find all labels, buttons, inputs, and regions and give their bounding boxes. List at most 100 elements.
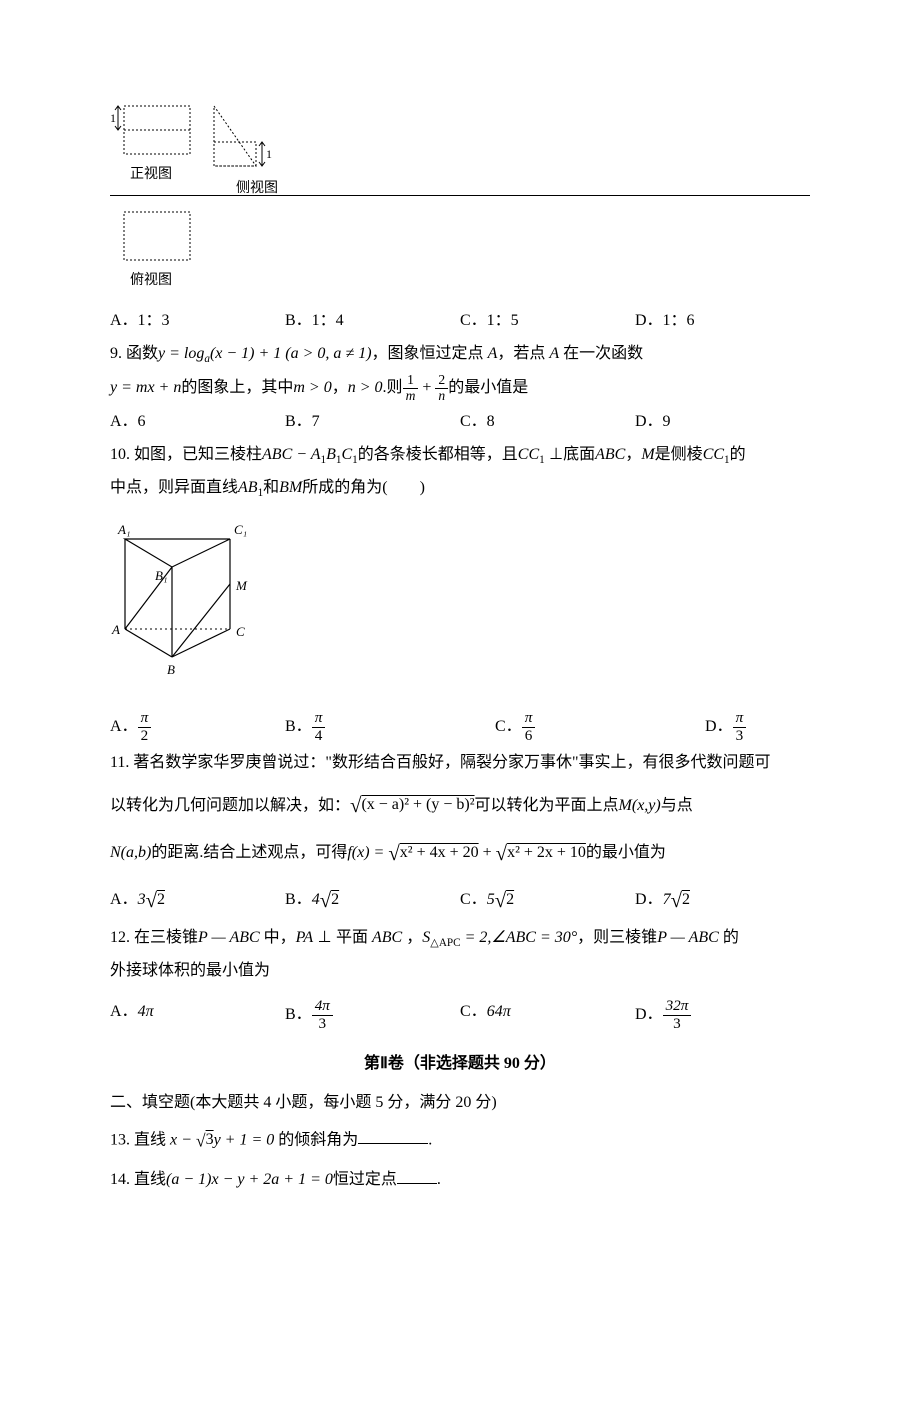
q10d-n: π	[733, 710, 747, 728]
q14-tail: 恒过定点	[333, 1171, 397, 1188]
q10a-frac: π2	[138, 710, 152, 744]
q13-period: .	[428, 1131, 432, 1148]
q10-perp: ⊥	[545, 446, 563, 463]
q9-mcond: m > 0	[293, 379, 331, 396]
q9-options: A．6 B．7 C．8 D．9	[110, 408, 810, 437]
q12-opt-c: C．64π	[460, 998, 635, 1032]
q12-line1: 12. 在三棱锥P — ABC 中，PA ⊥ 平面 ABC ，S△APC = 2…	[110, 924, 810, 953]
q11-sq0in: (x − a)² + (y − b)²	[361, 796, 474, 813]
q10-mid3: 是侧棱	[655, 446, 703, 463]
q12-mid2: ，	[402, 929, 422, 946]
q14: 14. 直线(a − 1)x − y + 2a + 1 = 0恒过定点.	[110, 1166, 810, 1195]
q10-M: M	[641, 446, 654, 463]
q10-abc: ABC − A	[262, 446, 321, 463]
q9-l2expr: y = mx + n	[110, 379, 181, 396]
q10-abc2: ABC	[595, 446, 625, 463]
q8-opt-d: D．1：6	[635, 307, 810, 336]
q10c-pre: C．	[495, 718, 522, 735]
q11d-pre: D．	[635, 891, 663, 908]
q10-opt-a: A．π2	[110, 710, 285, 744]
svg-text:C₁: C₁	[234, 522, 247, 537]
q12d-pre: D．	[635, 1006, 663, 1023]
q12-plane: 平面	[336, 929, 372, 946]
q12d-d: 3	[663, 1016, 692, 1033]
q10c-d: 6	[522, 728, 536, 745]
q12b-pre: B．	[285, 1006, 312, 1023]
q9-f1n: 1	[403, 373, 419, 389]
q12-perp: ⊥	[313, 929, 336, 946]
q11-plus: +	[479, 844, 496, 861]
q9-line2: y = mx + n的图象上，其中m > 0，n > 0.则1m + 2n的最小…	[110, 373, 810, 404]
q11-opt-d: D．7√2	[635, 882, 810, 919]
q12-opt-b: B．4π3	[285, 998, 460, 1032]
q13-tail: 的倾斜角为	[278, 1131, 358, 1148]
q10d-d: 3	[733, 728, 747, 745]
q9-mid2: ，若点	[497, 345, 545, 362]
q10-opt-d: D．π3	[705, 710, 810, 744]
q11-sqrt2: √x² + 2x + 10	[496, 844, 586, 861]
q8-three-views: 1 正视图 1 侧视图 俯视图	[110, 100, 810, 295]
q12d-n: 32π	[663, 998, 692, 1016]
svg-text:A₁: A₁	[117, 522, 130, 537]
q12-abc: ABC	[372, 929, 402, 946]
q10-ab1: AB	[238, 479, 258, 496]
q11c-r: 2	[506, 891, 514, 908]
svg-text:A: A	[111, 622, 120, 637]
q11-sqrt0: √(x − a)² + (y − b)²	[350, 796, 475, 813]
q13-ea: x −	[170, 1131, 196, 1148]
q11a-sqrt: √2	[146, 891, 165, 908]
q11-line3: N(a,b)的距离.结合上述观点，可得f(x) = √x² + 4x + 20 …	[110, 835, 810, 872]
q13: 13. 直线 x − √3y + 1 = 0 的倾斜角为.	[110, 1126, 810, 1158]
q9-A1: A	[488, 345, 498, 362]
top-view-label: 俯视图	[110, 268, 192, 293]
q11c-sqrt: √2	[495, 891, 514, 908]
q12b-n: 4π	[312, 998, 333, 1016]
front-view-svg: 1	[110, 100, 192, 160]
q11-line1: 11. 著名数学家华罗庚曾说过："数形结合百般好，隔裂分家万事休"事实上，有很多…	[110, 749, 810, 778]
q10b-n: π	[312, 710, 326, 728]
q9-mid1: ，图象恒过定点	[372, 345, 484, 362]
top-view-svg	[110, 206, 192, 266]
q12-eq2: = 2,	[461, 929, 492, 946]
q14-prefix: 14. 直线	[110, 1171, 166, 1188]
q11b-c: 4	[312, 891, 320, 908]
q10-cc1: CC	[518, 446, 539, 463]
front-view-label: 正视图	[110, 162, 192, 187]
q9-f2d: n	[435, 389, 448, 404]
q13-sqrt: √3	[196, 1131, 214, 1148]
q10-mid4: 的	[730, 446, 746, 463]
q9-opt-c: C．8	[460, 408, 635, 437]
q10-cc1b: CC	[703, 446, 724, 463]
svg-text:B₁: B₁	[155, 568, 167, 583]
q9-l2mid: 的图象上，其中	[181, 379, 293, 396]
q11-sqrt1: √x² + 4x + 20	[388, 844, 478, 861]
q9-mid3: 在一次函数	[563, 345, 643, 362]
q11b-r: 2	[331, 891, 339, 908]
q12-pabc2: P — ABC	[657, 929, 719, 946]
svg-text:M: M	[235, 578, 248, 593]
q9-ncond: n > 0	[348, 379, 383, 396]
q12-mid4: 的	[719, 929, 739, 946]
q11a-r: 2	[157, 891, 165, 908]
q11a-c: 3	[138, 891, 146, 908]
q11b-pre: B．	[285, 891, 312, 908]
q9-f1d: m	[403, 389, 419, 404]
q11d-r: 2	[682, 891, 690, 908]
q11c-c: 5	[487, 891, 495, 908]
q13-rad: 3	[206, 1131, 214, 1148]
q11-l2b: 可以转化为平面上点	[475, 796, 619, 813]
q10d-pre: D．	[705, 718, 733, 735]
q9-opt-b: B．7	[285, 408, 460, 437]
svg-text:C: C	[236, 624, 245, 639]
fill-header: 二、填空题(本大题共 4 小题，每小题 5 分，满分 20 分)	[110, 1089, 810, 1118]
q11-sq2in: x² + 2x + 10	[507, 844, 586, 861]
q10b-pre: B．	[285, 718, 312, 735]
q10b-d: 4	[312, 728, 326, 745]
q10-prism-figure: A₁ C₁ B₁ A C B M	[110, 514, 810, 695]
q10-opt-c: C．π6	[495, 710, 705, 744]
side-view-block: 1 侧视图	[212, 100, 302, 201]
svg-text:1: 1	[110, 111, 116, 125]
q10c-n: π	[522, 710, 536, 728]
front-view-block: 1 正视图	[110, 100, 192, 201]
q10-bm: BM	[279, 479, 302, 496]
